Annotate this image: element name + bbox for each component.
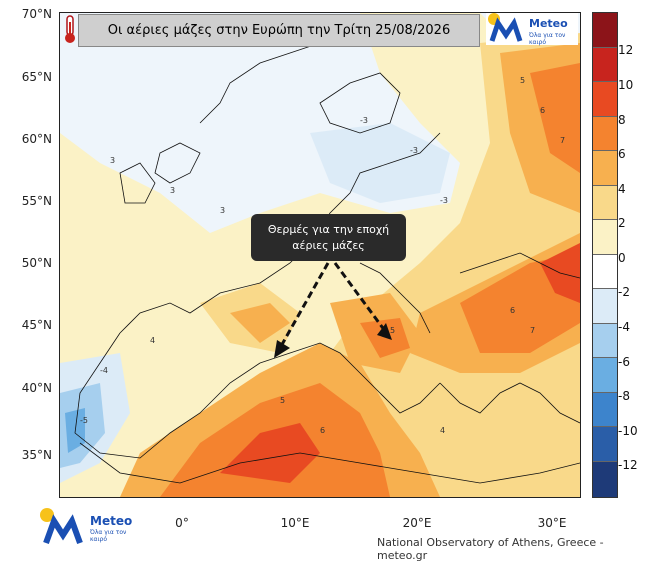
meteo-m-icon-bottom: [40, 508, 83, 545]
svg-text:6: 6: [540, 106, 545, 115]
lon-label-30: 30°E: [537, 516, 567, 530]
colorbar-label: -10: [618, 424, 638, 438]
colorbar-segment: [593, 358, 617, 393]
svg-text:-3: -3: [440, 196, 448, 205]
colorbar-segment: [593, 427, 617, 462]
meteo-m-icon: [488, 13, 523, 42]
colorbar-segment: [593, 255, 617, 289]
meteo-logo-sub: Όλα για τον καιρό: [529, 32, 566, 46]
colorbar-segment: [593, 117, 617, 151]
credit-text: National Observatory of Athens, Greece -…: [377, 536, 604, 562]
meteo-logo-word-bottom: Meteo: [90, 514, 133, 528]
svg-text:3: 3: [170, 186, 175, 195]
colorbar-segment: [593, 220, 617, 255]
map-canvas: 3 3 3 -3 -3 -3 5 6 7 6 7 5 5 6 -4 -5 4 4: [60, 13, 580, 497]
lat-label-70: 70°N: [21, 7, 52, 21]
meteo-logo-top: Meteo Όλα για τον καιρό: [486, 13, 578, 46]
svg-text:5: 5: [390, 326, 395, 335]
colorbar-label: -6: [618, 355, 630, 369]
svg-text:4: 4: [150, 336, 155, 345]
svg-text:-4: -4: [100, 366, 108, 375]
colorbar-segment: [593, 462, 617, 497]
colorbar-segment: [593, 82, 617, 117]
colorbar-label: -8: [618, 389, 630, 403]
lat-label-55: 55°N: [21, 194, 52, 208]
colorbar-label: -4: [618, 320, 630, 334]
map-title: Οι αέριες μάζες στην Ευρώπη την Τρίτη 25…: [78, 14, 480, 47]
callout-line2: αέριες μάζες: [292, 238, 365, 252]
lat-label-50: 50°N: [21, 256, 52, 270]
svg-text:5: 5: [520, 76, 525, 85]
colorbar-label: -2: [618, 285, 630, 299]
thermometer-icon: [61, 14, 79, 45]
lat-label-35: 35°N: [21, 448, 52, 462]
svg-text:-5: -5: [80, 416, 88, 425]
svg-text:-3: -3: [410, 146, 418, 155]
svg-text:6: 6: [320, 426, 325, 435]
lon-label-10: 10°E: [280, 516, 310, 530]
svg-text:7: 7: [560, 136, 565, 145]
lat-label-40: 40°N: [21, 381, 52, 395]
colorbar-segment: [593, 13, 617, 48]
colorbar-label: -12: [618, 458, 638, 472]
colorbar-label: 6: [618, 147, 626, 161]
colorbar-label: 4: [618, 182, 626, 196]
callout-line1: Θερμές για την εποχή: [267, 222, 390, 236]
colorbar-label: 8: [618, 113, 626, 127]
colorbar-label: 12: [618, 43, 634, 57]
svg-text:3: 3: [220, 206, 225, 215]
lat-label-65: 65°N: [21, 70, 52, 84]
svg-text:6: 6: [510, 306, 515, 315]
colorbar-segment: [593, 289, 617, 324]
colorbar-label: 0: [618, 251, 626, 265]
colorbar-segment: [593, 393, 617, 427]
temperature-colorbar: [592, 12, 618, 498]
lat-label-60: 60°N: [21, 132, 52, 146]
svg-text:4: 4: [440, 426, 445, 435]
meteo-logo-bottom: Meteo Όλα για τον καιρό: [38, 507, 138, 547]
lat-label-45: 45°N: [21, 318, 52, 332]
colorbar-segment: [593, 186, 617, 220]
anomaly-map: 3 3 3 -3 -3 -3 5 6 7 6 7 5 5 6 -4 -5 4 4: [59, 12, 581, 498]
colorbar-segment: [593, 324, 617, 358]
colorbar-label: 10: [618, 78, 634, 92]
svg-text:7: 7: [530, 326, 535, 335]
lon-label-20: 20°E: [402, 516, 432, 530]
meteo-logo-word: Meteo: [529, 17, 568, 30]
colorbar-label: 2: [618, 216, 626, 230]
colorbar-segment: [593, 48, 617, 82]
svg-text:5: 5: [280, 396, 285, 405]
svg-text:-3: -3: [360, 116, 368, 125]
meteo-logo-sub-bottom: Όλα για τον καιρό: [90, 529, 127, 543]
lon-label-0: 0°: [175, 516, 189, 530]
colorbar-segment: [593, 151, 617, 186]
svg-text:3: 3: [110, 156, 115, 165]
warm-air-callout: Θερμές για την εποχή αέριες μάζες: [251, 214, 406, 261]
